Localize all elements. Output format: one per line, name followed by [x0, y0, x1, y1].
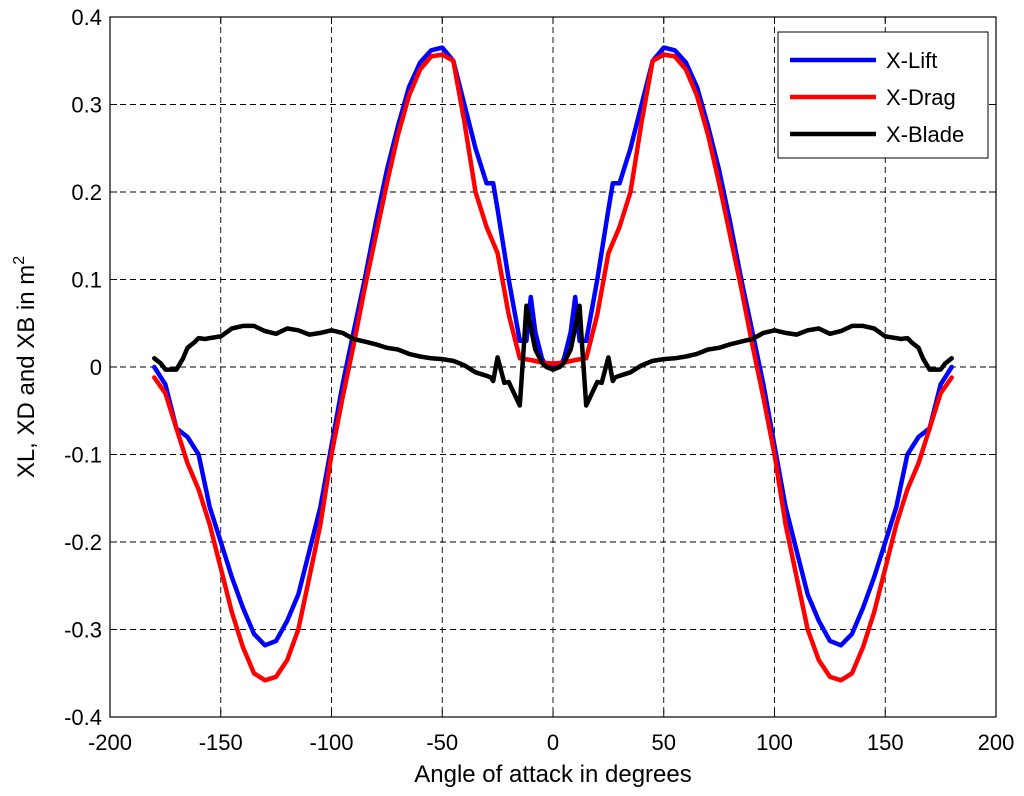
x-tick-label: -150: [199, 730, 243, 755]
x-axis-label: Angle of attack in degrees: [414, 761, 692, 788]
y-axis-label-superscript: 2: [11, 256, 28, 265]
x-tick-label: 100: [756, 730, 793, 755]
legend-label: X-Drag: [886, 85, 956, 110]
x-tick-label: -100: [309, 730, 353, 755]
series-line-x-lift: [152, 45, 954, 648]
x-tick-label: -50: [426, 730, 458, 755]
x-tick-label: -200: [88, 730, 132, 755]
legend: X-Lift X-Drag X-Blade: [777, 31, 989, 159]
legend-label: X-Blade: [886, 122, 964, 147]
y-axis-label: XL, XD and XB in m2: [11, 256, 40, 478]
x-tick-label: 150: [867, 730, 904, 755]
y-tick-label: 0: [90, 355, 102, 380]
y-tick-label: -0.1: [64, 443, 102, 468]
y-tick-label: 0.1: [71, 268, 102, 293]
y-tick-label: -0.3: [64, 618, 102, 643]
y-tick-label: 0.2: [71, 180, 102, 205]
y-tick-label: -0.4: [64, 705, 102, 730]
series-line-x-drag: [152, 52, 954, 683]
x-tick-label: 200: [978, 730, 1015, 755]
y-axis-label-text: XL, XD and XB in m: [13, 265, 40, 478]
y-tick-label: 0.3: [71, 93, 102, 118]
series-line-x-blade: [152, 303, 954, 408]
x-tick-label: 50: [652, 730, 676, 755]
y-axis-label-group: XL, XD and XB in m2: [11, 256, 40, 478]
x-tick-label: 0: [547, 730, 559, 755]
series-lines: [152, 45, 954, 683]
legend-label: X-Lift: [886, 48, 937, 73]
y-tick-label: -0.2: [64, 530, 102, 555]
y-tick-label: 0.4: [71, 5, 102, 30]
axis-ticks: -200 -150 -100 -50 0 50 100 150 200 -0.4 -0.3 -0.2 -…: [64, 5, 1014, 755]
